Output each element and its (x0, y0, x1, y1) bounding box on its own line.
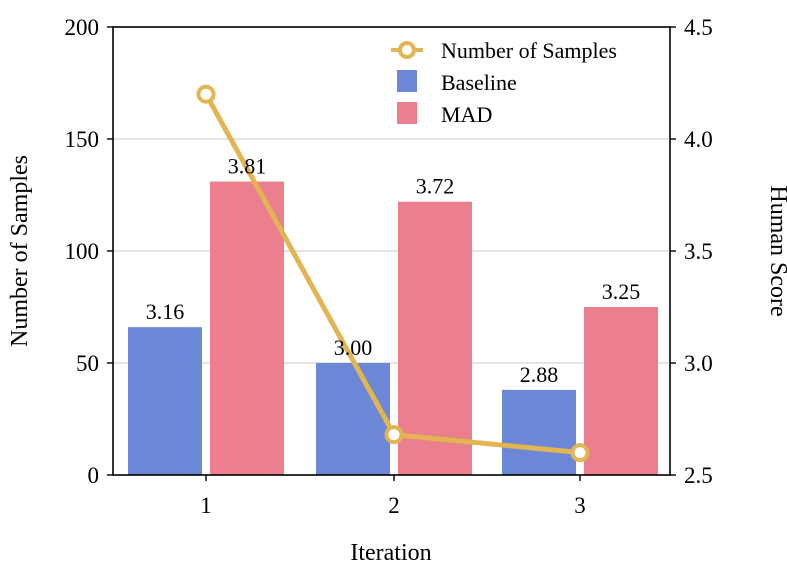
y-left-tick-label: 0 (88, 463, 100, 488)
legend-swatch-mad (397, 102, 417, 124)
bar-baseline (502, 389, 576, 475)
data-label-mad: 3.25 (602, 279, 641, 304)
y-right-tick-label: 4.5 (684, 15, 713, 40)
bar-baseline (316, 363, 390, 475)
bar-mad (398, 201, 472, 475)
bar-baseline (128, 327, 202, 475)
y-left-tick-label: 200 (65, 15, 100, 40)
y-right-tick-label: 3.0 (684, 351, 713, 376)
legend-swatch-baseline (397, 70, 417, 92)
legend-circle-marker (398, 41, 416, 59)
y-right-tick-label: 2.5 (684, 463, 713, 488)
legend: Number of Samples Baseline MAD (391, 38, 617, 127)
y-right-tick-label: 4.0 (684, 127, 713, 152)
legend-label-mad: MAD (441, 102, 492, 127)
y-axis-right-title: Human Score (765, 185, 787, 316)
bar-mad (210, 181, 284, 475)
data-label-baseline: 2.88 (520, 362, 559, 387)
x-tick-label: 2 (388, 493, 400, 518)
samples-point (570, 443, 590, 463)
samples-point (196, 84, 216, 104)
data-label-baseline: 3.16 (146, 299, 185, 324)
x-axis-title: Iteration (350, 540, 431, 566)
samples-point (384, 425, 404, 445)
x-tick-label: 1 (200, 493, 212, 518)
bar-mad (584, 307, 658, 475)
y-axis-left-title: Number of Samples (7, 155, 33, 347)
data-label-mad: 3.72 (416, 174, 455, 199)
data-label-baseline: 3.00 (334, 335, 373, 360)
x-tick-label: 3 (574, 493, 586, 518)
bars (128, 181, 658, 475)
data-label-mad: 3.81 (228, 154, 267, 179)
y-right-tick-label: 3.5 (684, 239, 713, 264)
gridlines (113, 138, 670, 364)
axis-ticks: 0 50 100 150 200 2.5 3.0 3.5 4.0 4.5 1 2 3 (65, 15, 713, 518)
legend-label-samples: Number of Samples (441, 38, 617, 63)
data-labels: 3.16 3.81 3.00 3.72 2.88 3.25 (146, 154, 641, 387)
y-left-tick-label: 50 (76, 351, 99, 376)
y-left-tick-label: 100 (65, 239, 100, 264)
legend-label-baseline: Baseline (441, 70, 517, 95)
y-left-tick-label: 150 (65, 127, 100, 152)
line-series (196, 84, 590, 463)
